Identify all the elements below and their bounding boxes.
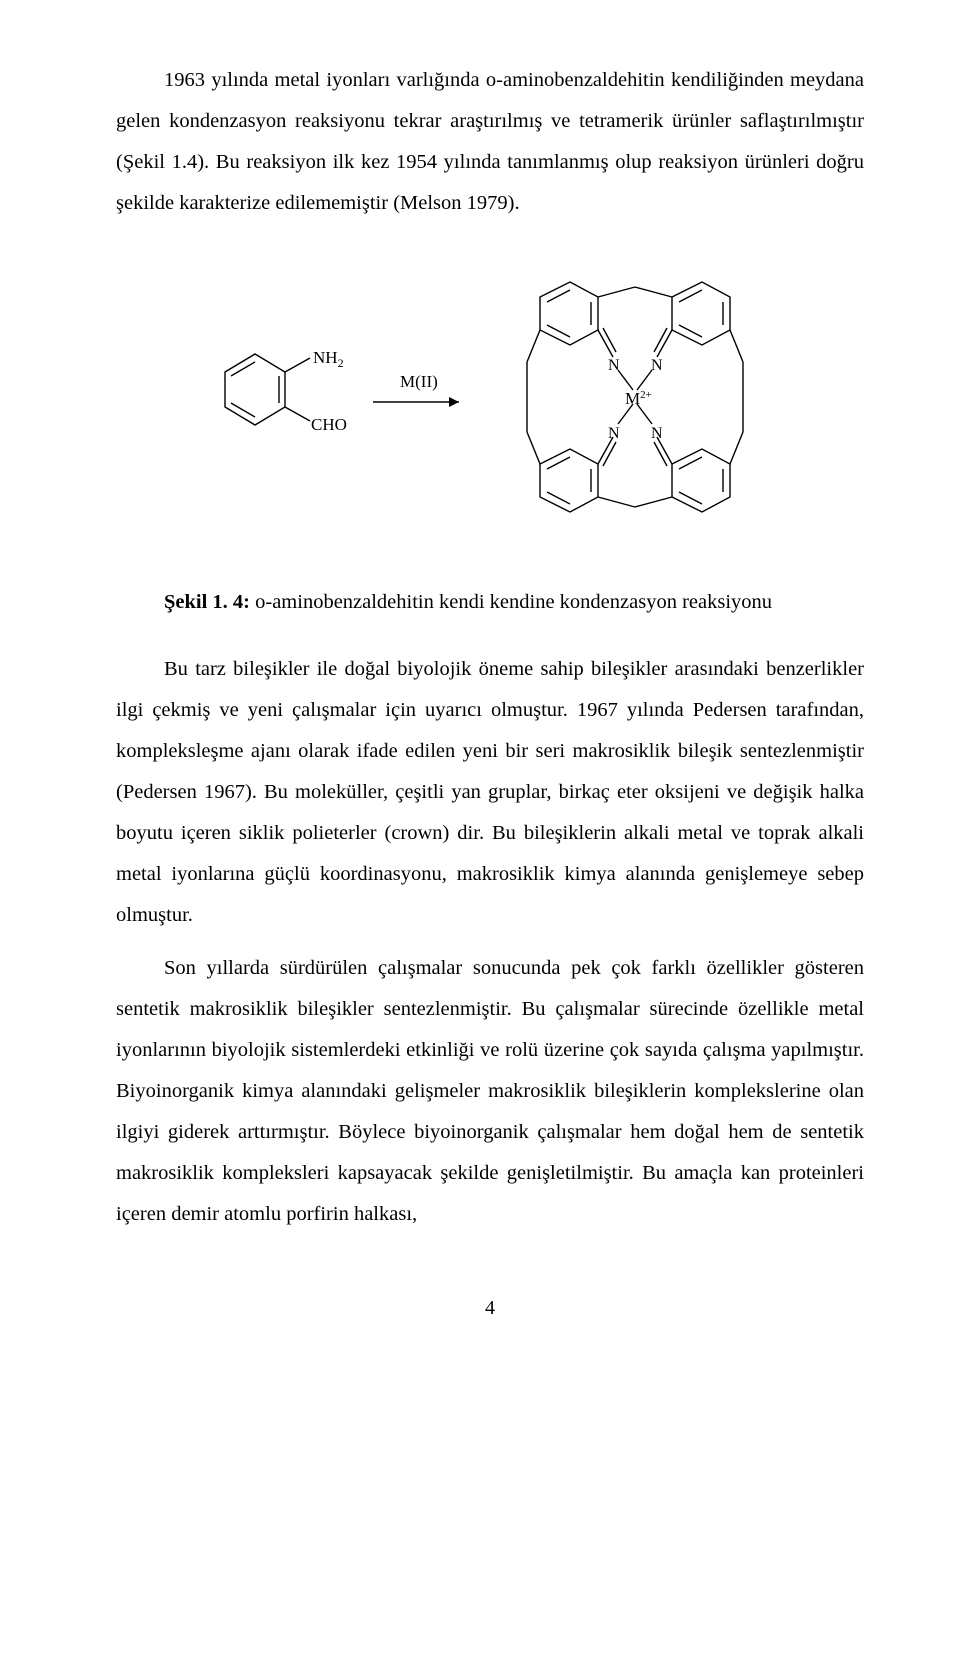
paragraph-3: Son yıllarda sürdürülen çalışmalar sonuc… [116,948,864,1235]
product-structure: N N N N M2+ [485,252,785,542]
reactant-structure: NH2 CHO [195,312,355,482]
m-label: M [625,389,640,408]
n-label-br: N [651,425,663,442]
paragraph-1: 1963 yılında metal iyonları varlığında o… [116,60,864,224]
figure-row: NH2 CHO M(II) [116,252,864,542]
n-label-tr: N [651,357,663,374]
cho-label: CHO [311,415,347,434]
figure-block: NH2 CHO M(II) [116,252,864,542]
caption-bold: Şekil 1. 4: [164,591,250,613]
nh2-sub: 2 [338,356,344,370]
caption-text: o-aminobenzaldehitin kendi kendine konde… [250,591,772,613]
svg-text:NH2: NH2 [313,348,344,370]
page: 1963 yılında metal iyonları varlığında o… [0,0,960,1360]
m-sup: 2+ [640,389,652,401]
paragraph-2: Bu tarz bileşikler ile doğal biyolojik ö… [116,649,864,936]
mii-label: M(II) [400,372,438,391]
page-number: 4 [116,1297,864,1320]
reaction-arrow: M(II) [365,357,475,437]
svg-text:M2+: M2+ [625,389,652,408]
n-label-bl: N [608,425,620,442]
nh2-label: NH [313,348,338,367]
n-label-tl: N [608,357,620,374]
figure-caption: Şekil 1. 4: o-aminobenzaldehitin kendi k… [116,582,864,623]
